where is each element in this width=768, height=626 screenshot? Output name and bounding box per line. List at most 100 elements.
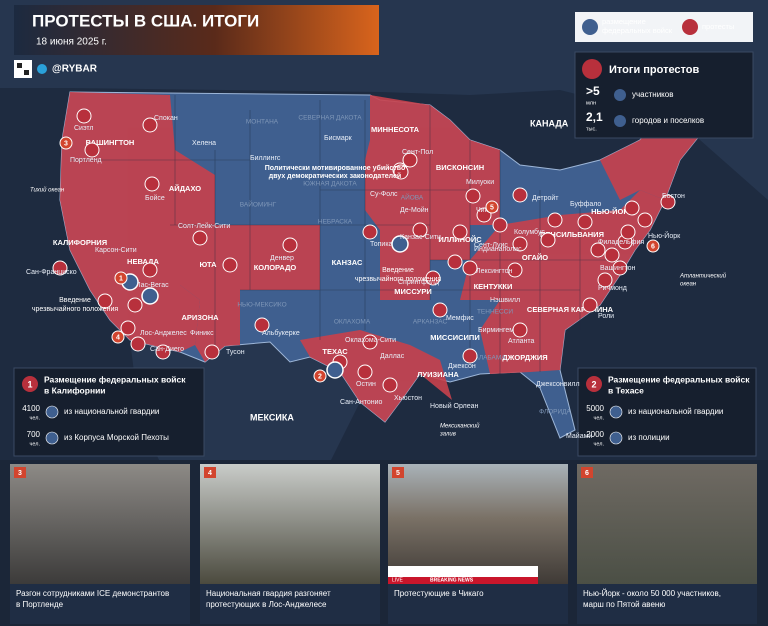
photo-number: 6 (585, 470, 589, 477)
row-icon (45, 431, 59, 445)
city-label: Спрингфилд (398, 279, 439, 286)
protest-icon (637, 212, 653, 228)
title: ПРОТЕСТЫ В США. ИТОГИ (32, 11, 259, 30)
marker-number: 2 (318, 373, 322, 380)
row-value: 4100 (22, 404, 40, 413)
protest-icon (612, 260, 628, 276)
city-label: Карсон-Сити (95, 247, 137, 254)
other-state-label: ТЕННЕССИ (477, 309, 513, 316)
city-label: Лас-Вегас (136, 282, 169, 289)
city-label: Де-Мойн (400, 206, 429, 214)
city-label: Хьюстон (394, 395, 422, 402)
city-label: Сан-Антонио (340, 399, 383, 406)
marker-number: 4 (116, 334, 120, 341)
row-unit: чел. (594, 415, 605, 421)
legend-troops-icon (582, 19, 598, 35)
state-label: АРИЗОНА (181, 313, 219, 322)
annotation: чрезвычайного положения (32, 305, 119, 313)
stat-value: 2,1 (586, 110, 603, 124)
callout-number-badge (586, 376, 602, 392)
marker-badge (485, 200, 499, 214)
city-label: Остин (356, 381, 376, 388)
protest-icon (620, 224, 636, 240)
protest-icon (447, 254, 463, 270)
overlay-tag (388, 577, 538, 584)
city-label: Денвер (270, 255, 294, 262)
callout-number: 2 (591, 379, 596, 389)
stat-icon (614, 89, 626, 101)
summary-title: Итоги протестов (609, 64, 700, 76)
protest-icon (604, 247, 620, 263)
city-label: Нэшвилл (490, 297, 520, 304)
state-borders (70, 95, 620, 374)
photo-caption: Нью-Йорк - около 50 000 участников, (583, 589, 721, 598)
callout-number-badge (22, 376, 38, 392)
photo-number-badge (392, 467, 404, 478)
photo-number-badge (581, 467, 593, 478)
city-label: Детройт (532, 194, 559, 202)
city-label: Топика (370, 241, 393, 248)
protest-icon (76, 108, 92, 124)
water-label: Мексиканский (440, 423, 480, 430)
caption-bar (200, 584, 380, 624)
city-label: Тусон (226, 349, 245, 356)
photo-caption: протестующих в Лос-Анджелесе (206, 600, 327, 609)
other-state-label: ОКЛАХОМА (334, 319, 371, 326)
photo-number-badge (14, 467, 26, 478)
city-label: Бойсе (145, 194, 165, 202)
photo-number-badge (204, 467, 216, 478)
qr-cell (17, 63, 22, 68)
overlay-text: "NO KINGS" RALLY IN CHICAGO (394, 567, 504, 574)
city-label: Сан-Франциско (26, 269, 77, 276)
protest-icon (462, 348, 478, 364)
row-unit: чел. (30, 441, 41, 447)
city-label: Атланта (508, 338, 535, 345)
brand: @RYBAR (52, 64, 98, 75)
marker-badge (646, 239, 660, 253)
protest-icon (52, 260, 68, 276)
state-label: АЙДАХО (169, 184, 201, 193)
protest-icon (362, 224, 378, 240)
state-label: ЛУИЗИАНА (417, 370, 459, 379)
protest-icon (462, 260, 478, 276)
protest-icon (412, 222, 428, 238)
marker-badge (313, 369, 327, 383)
protest-icon (155, 344, 171, 360)
stat-unit: тыс. (586, 126, 597, 132)
state-label: ПЕНСИЛЬВАНИЯ (540, 230, 604, 239)
state-label: ТЕХАС (322, 347, 348, 356)
annotation: Введение (382, 267, 414, 274)
city-label: Буффало (570, 201, 601, 208)
stat-label: участников (632, 90, 673, 99)
city-label: Индианаполис (474, 246, 522, 253)
city-label: Ричмонд (598, 285, 627, 292)
header-panel (14, 5, 379, 55)
qr-cell (24, 70, 29, 75)
stat-unit: млн (586, 100, 596, 106)
city-label: Портленд (70, 157, 102, 164)
state-label: ВАШИНГТОН (86, 138, 135, 147)
city-label: Джексонвилл (536, 381, 580, 388)
city-label: Спокан (154, 115, 178, 122)
protest-icon (590, 242, 606, 258)
city-label: Канзас-Сити (400, 234, 441, 241)
water-label: Атлантический (679, 273, 727, 280)
troops-icon (141, 287, 159, 305)
photo-caption: в Портленде (16, 600, 64, 609)
protest-icon (84, 142, 100, 158)
marker-badge (114, 271, 128, 285)
protest-icon (222, 257, 238, 273)
city-label: Альбукерке (262, 329, 300, 337)
photo (10, 464, 190, 584)
callout-panel (13, 367, 205, 457)
city-label: Даллас (380, 353, 405, 360)
city-label: Лос-Анджелес (140, 330, 187, 337)
other-state-label: ФЛОРИДА (539, 409, 571, 416)
legend-label: федеральных войск (602, 26, 673, 35)
protest-icon (120, 320, 136, 336)
protest-icon (577, 214, 593, 230)
overlay-text: BREAKING NEWS (430, 577, 474, 583)
photo-number: 3 (18, 470, 22, 477)
legend-protest-icon (682, 19, 698, 35)
